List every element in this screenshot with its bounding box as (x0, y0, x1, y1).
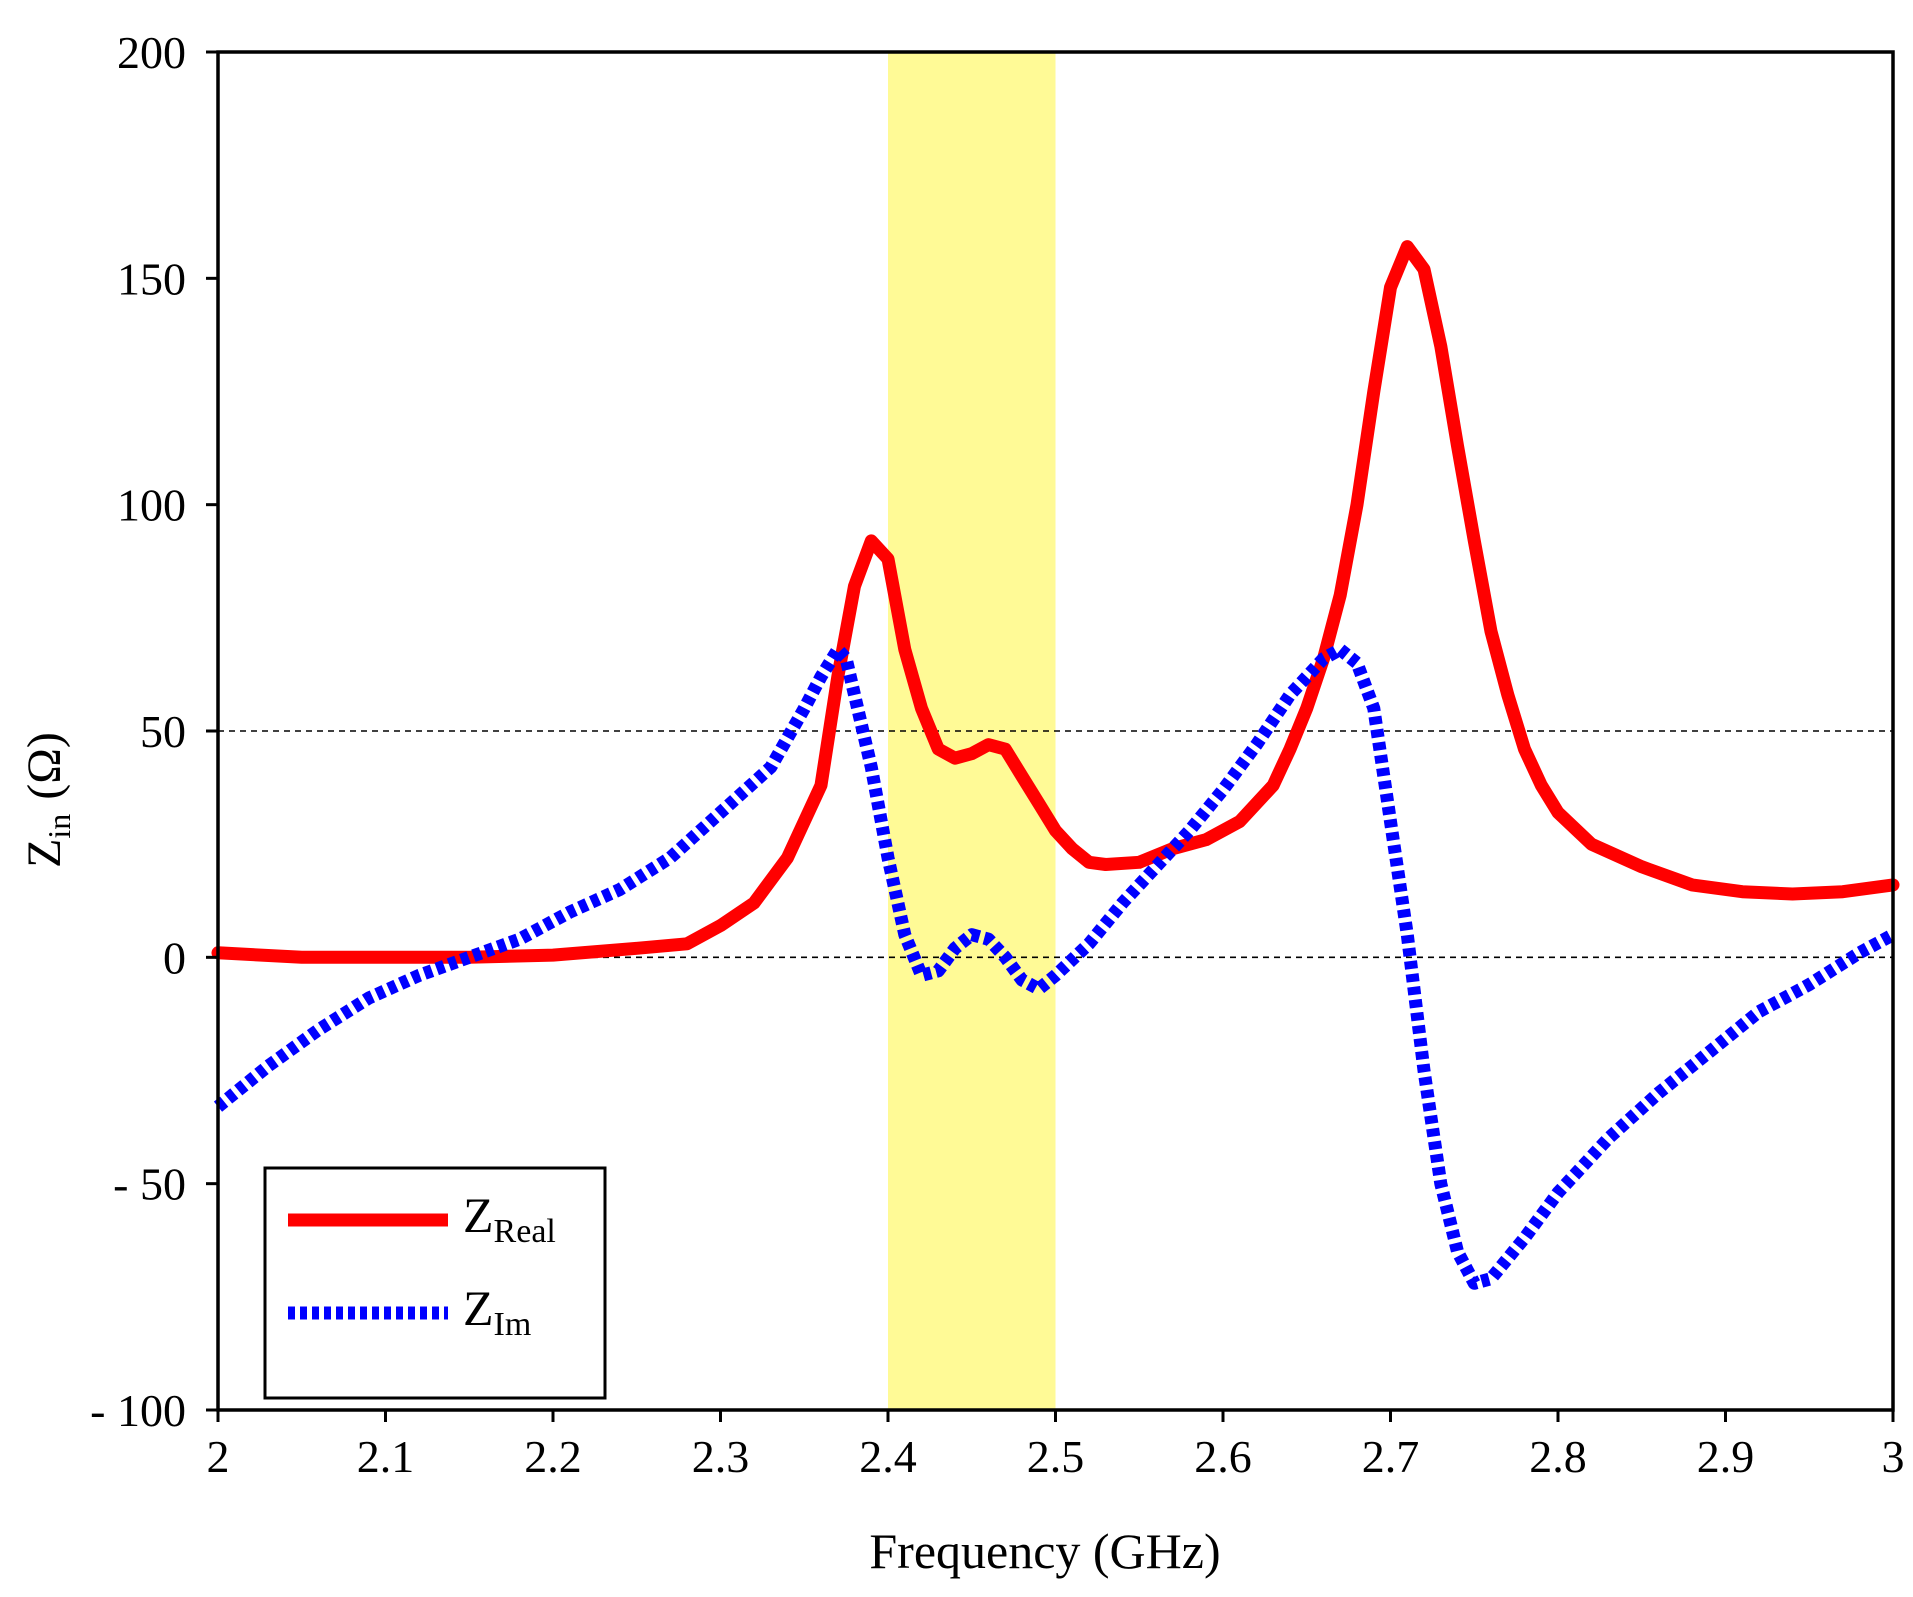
axis-titles: Frequency (GHz) Zin (Ω) (18, 732, 1221, 1579)
x-tick-label: 2.2 (524, 1431, 582, 1482)
legend-label-im: ZIm (463, 1280, 531, 1343)
series-line-im (213, 643, 1897, 1290)
y-tick-label: 50 (140, 706, 186, 757)
y-axis-label-sub: in (41, 814, 77, 839)
x-tick-label: 2.1 (357, 1431, 415, 1482)
tick-labels-layer: 2 2.1 2.2 2.3 2.4 2.5 2.6 2.7 2.8 2.9 3 - 100 - 50 0 5… (90, 27, 1904, 1482)
y-axis-label-unit: (Ω) (18, 732, 71, 800)
y-tick-label: 200 (117, 27, 186, 78)
y-tick-label: 150 (117, 253, 186, 304)
x-tick-label: 2.5 (1027, 1431, 1085, 1482)
y-tick-label: 100 (117, 480, 186, 531)
x-tick-label: 2 (207, 1431, 230, 1482)
y-axis-label-main: Z (18, 839, 71, 868)
x-tick-label: 2.9 (1697, 1431, 1755, 1482)
x-tick-label: 2.6 (1194, 1431, 1252, 1482)
x-tick-label: 2.8 (1529, 1431, 1587, 1482)
x-tick-label: 2.4 (859, 1431, 917, 1482)
legend-box (263, 1166, 607, 1400)
x-tick-label: 2.7 (1362, 1431, 1420, 1482)
x-axis-label: Frequency (GHz) (869, 1523, 1220, 1579)
y-tick-label: - 50 (113, 1159, 186, 1210)
legend: ZReal ZIm (263, 1166, 607, 1400)
x-tick-label: 2.3 (692, 1431, 750, 1482)
x-tick-label: 3 (1882, 1431, 1905, 1482)
y-tick-label: - 100 (90, 1385, 186, 1436)
legend-label-real: ZReal (463, 1187, 556, 1250)
y-tick-label: 0 (163, 932, 186, 983)
series-layer (211, 240, 1900, 1290)
y-axis-label: Zin (Ω) (18, 732, 77, 868)
series-line-real (211, 240, 1900, 964)
